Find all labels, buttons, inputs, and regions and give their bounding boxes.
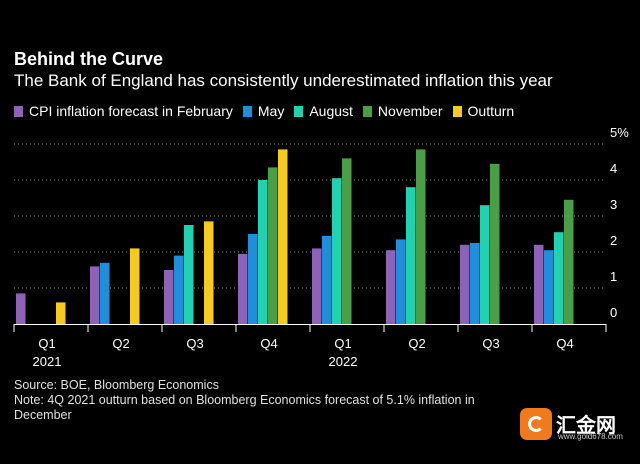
legend-item-august: August — [294, 103, 353, 119]
chart-footer: Source: BOE, Bloomberg Economics Note: 4… — [14, 378, 534, 423]
bar — [490, 163, 500, 324]
x-tick-label: Q3 — [186, 336, 203, 351]
chart-subtitle: The Bank of England has consistently und… — [14, 71, 553, 90]
legend-label-november: November — [377, 103, 443, 119]
watermark-url: www.gold678.com — [558, 432, 623, 441]
bar — [174, 255, 184, 324]
source-note: Source: BOE, Bloomberg Economics — [14, 378, 219, 392]
legend-swatch-outturn — [452, 105, 462, 117]
legend-label-february: CPI inflation forecast in February — [29, 103, 233, 119]
bar — [248, 234, 258, 324]
watermark-badge-icon — [520, 408, 552, 440]
bar — [204, 221, 214, 324]
legend-swatch-november — [362, 105, 372, 117]
bar — [480, 205, 490, 324]
legend-item-february: CPI inflation forecast in February — [14, 103, 233, 119]
bar — [406, 187, 416, 324]
bar — [130, 248, 140, 324]
legend: CPI inflation forecast in February May A… — [14, 103, 524, 119]
bar — [16, 293, 26, 324]
bar — [312, 248, 322, 324]
legend-swatch-february — [14, 105, 23, 117]
bar — [460, 244, 470, 324]
x-tick-label: Q2 — [408, 336, 425, 351]
bar — [268, 167, 278, 324]
x-tick-year-label: 2022 — [329, 354, 358, 369]
y-tick-label: 2 — [610, 233, 617, 248]
bar — [534, 244, 544, 324]
bar — [396, 239, 406, 324]
bar — [258, 180, 268, 324]
bar — [56, 302, 66, 324]
legend-label-may: May — [257, 103, 285, 119]
bar — [164, 270, 174, 324]
y-tick-label: 3 — [610, 197, 617, 212]
x-tick-year-label: 2021 — [33, 354, 62, 369]
bar — [554, 232, 564, 324]
bar — [564, 199, 574, 324]
bar — [332, 178, 342, 324]
bar — [184, 225, 194, 324]
footnote: Note: 4Q 2021 outturn based on Bloomberg… — [14, 393, 475, 422]
legend-swatch-may — [242, 105, 252, 117]
bar — [100, 262, 110, 324]
bar — [238, 253, 248, 324]
bar — [470, 243, 480, 324]
x-tick-label: Q1 — [334, 336, 351, 351]
legend-label-outturn: Outturn — [467, 103, 515, 119]
chart-title: Behind the Curve — [14, 49, 164, 69]
bar — [342, 158, 352, 324]
legend-swatch-august — [294, 105, 304, 117]
legend-item-may: May — [242, 103, 285, 119]
watermark-logo: 汇金网 www.gold678.com — [520, 404, 636, 444]
y-tick-label: 1 — [610, 269, 617, 284]
bar — [416, 149, 426, 324]
x-tick-label: Q1 — [38, 336, 55, 351]
y-tick-label: 0 — [610, 305, 617, 320]
x-tick-label: Q3 — [482, 336, 499, 351]
y-tick-label: 4 — [610, 161, 617, 176]
bar — [322, 235, 332, 324]
bar — [386, 250, 396, 324]
x-tick-label: Q4 — [260, 336, 277, 351]
watermark-text: 汇金网 — [556, 415, 616, 437]
legend-label-august: August — [309, 103, 353, 119]
y-tick-label: 5% — [610, 125, 629, 140]
x-tick-label: Q4 — [556, 336, 573, 351]
legend-item-november: November — [362, 103, 443, 119]
x-tick-label: Q2 — [112, 336, 129, 351]
legend-item-outturn: Outturn — [452, 103, 515, 119]
bar — [544, 250, 554, 324]
bar — [278, 149, 288, 324]
bar — [90, 266, 100, 324]
